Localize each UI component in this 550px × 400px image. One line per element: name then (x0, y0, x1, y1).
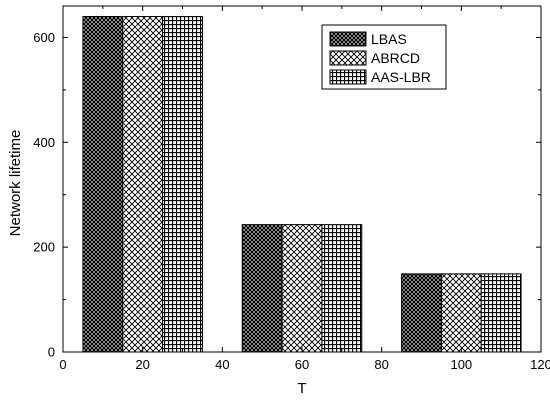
legend-swatch-abrcd (329, 50, 367, 66)
y-tick-label: 600 (33, 30, 55, 45)
x-tick-label: 100 (450, 357, 472, 372)
y-axis-label: Network lifetime (7, 130, 24, 237)
bar-lbas-3 (401, 273, 442, 353)
y-tick-label: 0 (48, 345, 55, 360)
bar-aas-lbr-2 (321, 224, 363, 353)
x-tick-label: 60 (295, 357, 309, 372)
y-tick-label: 200 (33, 240, 55, 255)
legend-label-aas-lbr: AAS-LBR (371, 69, 431, 85)
bar-lbas-2 (241, 224, 283, 353)
legend: LBAS ABRCD AAS-LBR (321, 24, 447, 90)
x-tick-label: 0 (59, 357, 66, 372)
x-tick-label: 20 (135, 357, 149, 372)
legend-label-abrcd: ABRCD (371, 50, 420, 66)
bar-abrcd-1 (122, 15, 164, 353)
bar-lbas-1 (82, 15, 124, 353)
y-tick-label: 400 (33, 135, 55, 150)
x-axis-label: T (297, 380, 306, 397)
bars-layer (82, 15, 522, 353)
bar-abrcd-3 (440, 273, 482, 353)
x-tick-label: 80 (374, 357, 388, 372)
legend-swatch-lbas (329, 31, 367, 47)
legend-swatch-aas-lbr (329, 69, 367, 85)
axis-ticks: 0 20 40 60 80 100 120 0 200 400 600 (33, 6, 550, 372)
x-tick-label: 40 (215, 357, 229, 372)
bar-aas-lbr-1 (162, 15, 203, 353)
bar-aas-lbr-3 (480, 273, 522, 353)
bar-abrcd-2 (281, 224, 323, 353)
x-tick-label: 120 (530, 357, 550, 372)
legend-label-lbas: LBAS (371, 31, 407, 47)
